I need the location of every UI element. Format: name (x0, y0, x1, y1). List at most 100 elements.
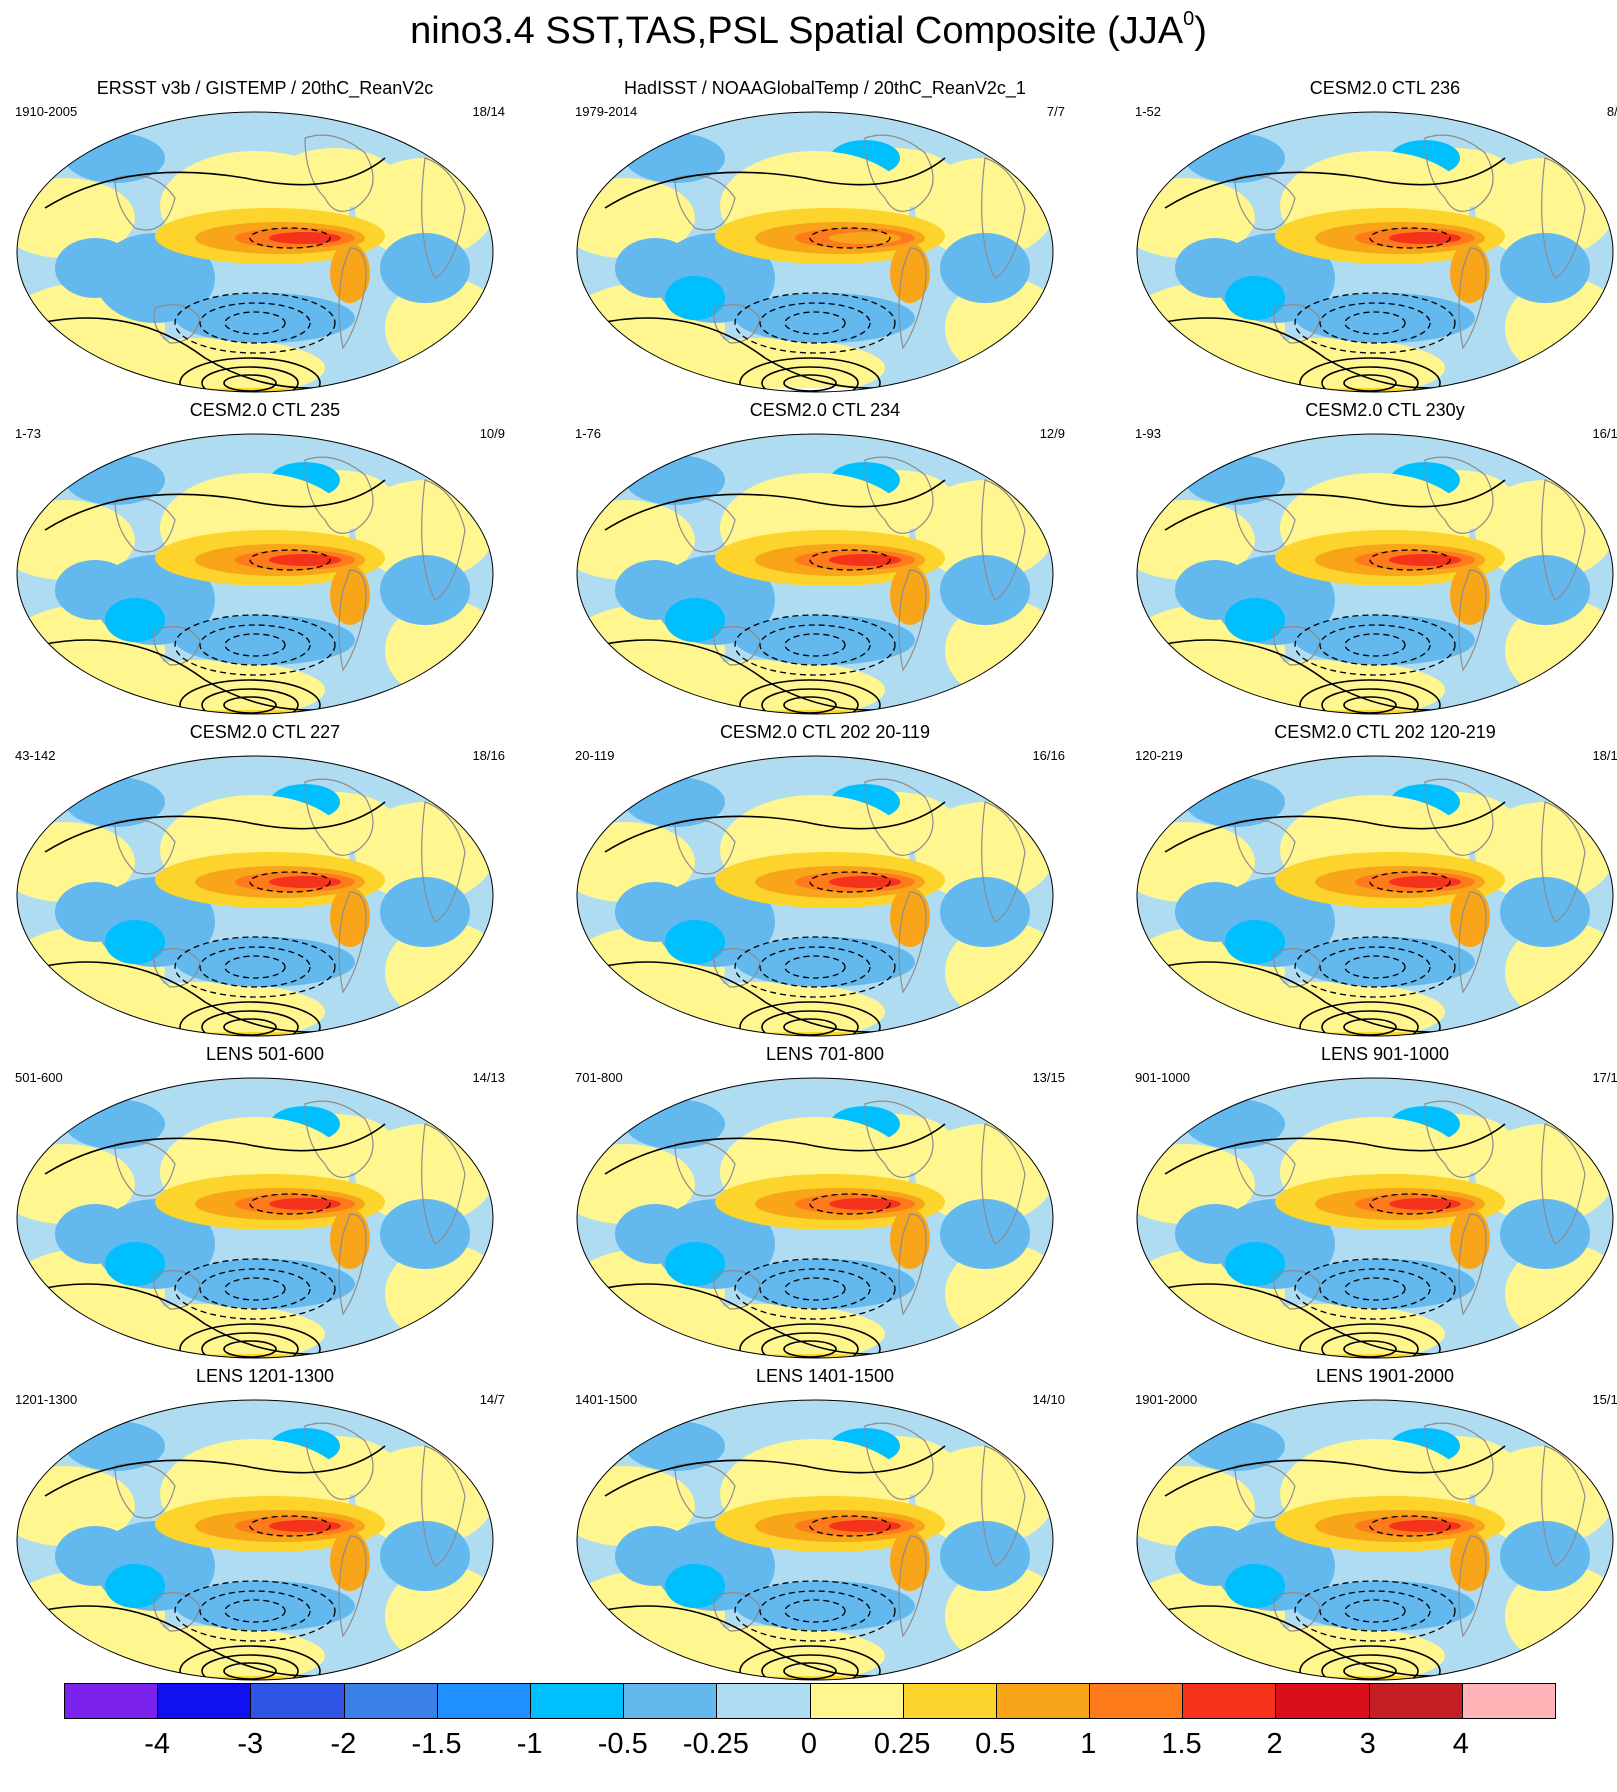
map-border (16, 1077, 494, 1359)
panel-years: 1910-2005 (15, 104, 78, 119)
map-panel: CESM2.0 CTL 236 1-52 8/8 (1125, 78, 1617, 400)
map-field (577, 1078, 1053, 1358)
map-field (17, 1400, 493, 1680)
colorbar-swatch (251, 1684, 345, 1718)
colorbar-swatch (1369, 1684, 1463, 1718)
panel-years: 1-93 (1135, 426, 1162, 441)
panel-event-count: 12/9 (1039, 426, 1065, 441)
colorbar-swatch (717, 1684, 811, 1718)
map-field (17, 434, 493, 714)
panel-title: LENS 1901-2000 (1315, 1366, 1455, 1386)
colorbar-tick-label: 0.5 (975, 1728, 1016, 1760)
robinson-map (1136, 1399, 1614, 1681)
colorbar-swatch (1183, 1684, 1277, 1718)
panel-years: 43-142 (15, 748, 56, 763)
panel-event-count: 15/13 (1592, 1392, 1617, 1407)
map-panel: CESM2.0 CTL 227 43-142 18/16 (5, 722, 525, 1044)
colorbar-swatch (1462, 1684, 1555, 1718)
panel-event-count: 13/15 (1032, 1070, 1065, 1085)
map-panel: CESM2.0 CTL 202 20-119 20-119 16/16 (565, 722, 1085, 1044)
panel-event-count: 7/7 (1046, 104, 1065, 119)
panel-title: CESM2.0 CTL 230y (1305, 400, 1465, 420)
panel-title: LENS 501-600 (205, 1044, 325, 1064)
colorbar-swatch (903, 1684, 997, 1718)
panel-years: 1201-1300 (15, 1392, 78, 1407)
colorbar-swatch (65, 1684, 159, 1718)
map-panel: LENS 501-600 501-600 14/13 (5, 1044, 525, 1366)
map-border (16, 1399, 494, 1681)
colorbar-tick-label: 2 (1266, 1728, 1283, 1760)
map-field (577, 112, 1053, 392)
colorbar-tick-label: -0.25 (682, 1728, 749, 1760)
map-panel: CESM2.0 CTL 230y 1-93 16/13 (1125, 400, 1617, 722)
map-field (17, 756, 493, 1036)
panel-event-count: 14/13 (472, 1070, 505, 1085)
panel-title: LENS 1201-1300 (195, 1366, 335, 1386)
robinson-map (1136, 433, 1614, 715)
panel-years: 1401-1500 (575, 1392, 638, 1407)
map-panel: LENS 901-1000 901-1000 17/15 (1125, 1044, 1617, 1366)
panel-years: 20-119 (575, 748, 615, 763)
map-border (16, 755, 494, 1037)
map-panel: LENS 701-800 701-800 13/15 (565, 1044, 1085, 1366)
robinson-map (16, 1399, 494, 1681)
map-border (1136, 755, 1614, 1037)
colorbar-tick-label: 4 (1452, 1728, 1469, 1760)
robinson-map (16, 111, 494, 393)
panel-event-count: 10/9 (479, 426, 505, 441)
map-panel: CESM2.0 CTL 235 1-73 10/9 (5, 400, 525, 722)
panel-title: LENS 701-800 (765, 1044, 885, 1064)
map-field (17, 1078, 493, 1358)
panel-event-count: 18/15 (1592, 748, 1617, 763)
map-border (576, 1399, 1054, 1681)
panel-title: CESM2.0 CTL 235 (189, 400, 341, 420)
panel-event-count: 18/14 (472, 104, 505, 119)
panel-title: ERSST v3b / GISTEMP / 20thC_ReanV2c (96, 78, 434, 98)
map-border (1136, 111, 1614, 393)
panel-years: 901-1000 (1135, 1070, 1190, 1085)
colorbar-tick-label: 1.5 (1161, 1728, 1202, 1760)
panel-event-count: 17/15 (1592, 1070, 1617, 1085)
map-border (576, 1077, 1054, 1359)
panel-event-count: 14/10 (1032, 1392, 1065, 1407)
colorbar-tick-label: 0 (800, 1728, 818, 1760)
robinson-map (16, 433, 494, 715)
colorbar-swatch (624, 1684, 718, 1718)
colorbar-swatch (158, 1684, 252, 1718)
panel-years: 1901-2000 (1135, 1392, 1198, 1407)
map-field (577, 1400, 1053, 1680)
panel-years: 120-219 (1135, 748, 1183, 763)
map-panel: CESM2.0 CTL 234 1-76 12/9 (565, 400, 1085, 722)
panel-title: HadISST / NOAAGlobalTemp / 20thC_ReanV2c… (624, 78, 1026, 98)
colorbar-swatch (437, 1684, 531, 1718)
map-field (1137, 434, 1613, 714)
map-border (16, 433, 494, 715)
map-panel: LENS 1401-1500 1401-1500 14/10 (565, 1366, 1085, 1688)
colorbar-swatch (810, 1684, 904, 1718)
robinson-map (1136, 111, 1614, 393)
colorbar-tick-label: -4 (144, 1728, 171, 1760)
colorbar-tick-label: 3 (1359, 1728, 1376, 1760)
panel-years: 1-73 (15, 426, 42, 441)
panel-years: 1979-2014 (575, 104, 638, 119)
colorbar-tick-label: 0.25 (873, 1728, 931, 1760)
colorbar-tick-label: 1 (1080, 1728, 1097, 1760)
map-field (577, 756, 1053, 1036)
colorbar-tick-label: -3 (237, 1728, 264, 1760)
map-panel: LENS 1201-1300 1201-1300 14/7 (5, 1366, 525, 1688)
panel-title: CESM2.0 CTL 227 (189, 722, 341, 742)
robinson-map (1136, 1077, 1614, 1359)
robinson-map (16, 755, 494, 1037)
map-field (577, 434, 1053, 714)
robinson-map (576, 1077, 1054, 1359)
map-field (1137, 756, 1613, 1036)
panel-title: CESM2.0 CTL 202 20-119 (719, 722, 931, 742)
panel-title: CESM2.0 CTL 234 (749, 400, 901, 420)
robinson-map (576, 755, 1054, 1037)
map-border (1136, 1399, 1614, 1681)
robinson-map (576, 111, 1054, 393)
panel-years: 1-52 (1135, 104, 1162, 119)
panel-event-count: 18/16 (472, 748, 505, 763)
map-field (1137, 1078, 1613, 1358)
colorbar-swatch (1090, 1684, 1184, 1718)
